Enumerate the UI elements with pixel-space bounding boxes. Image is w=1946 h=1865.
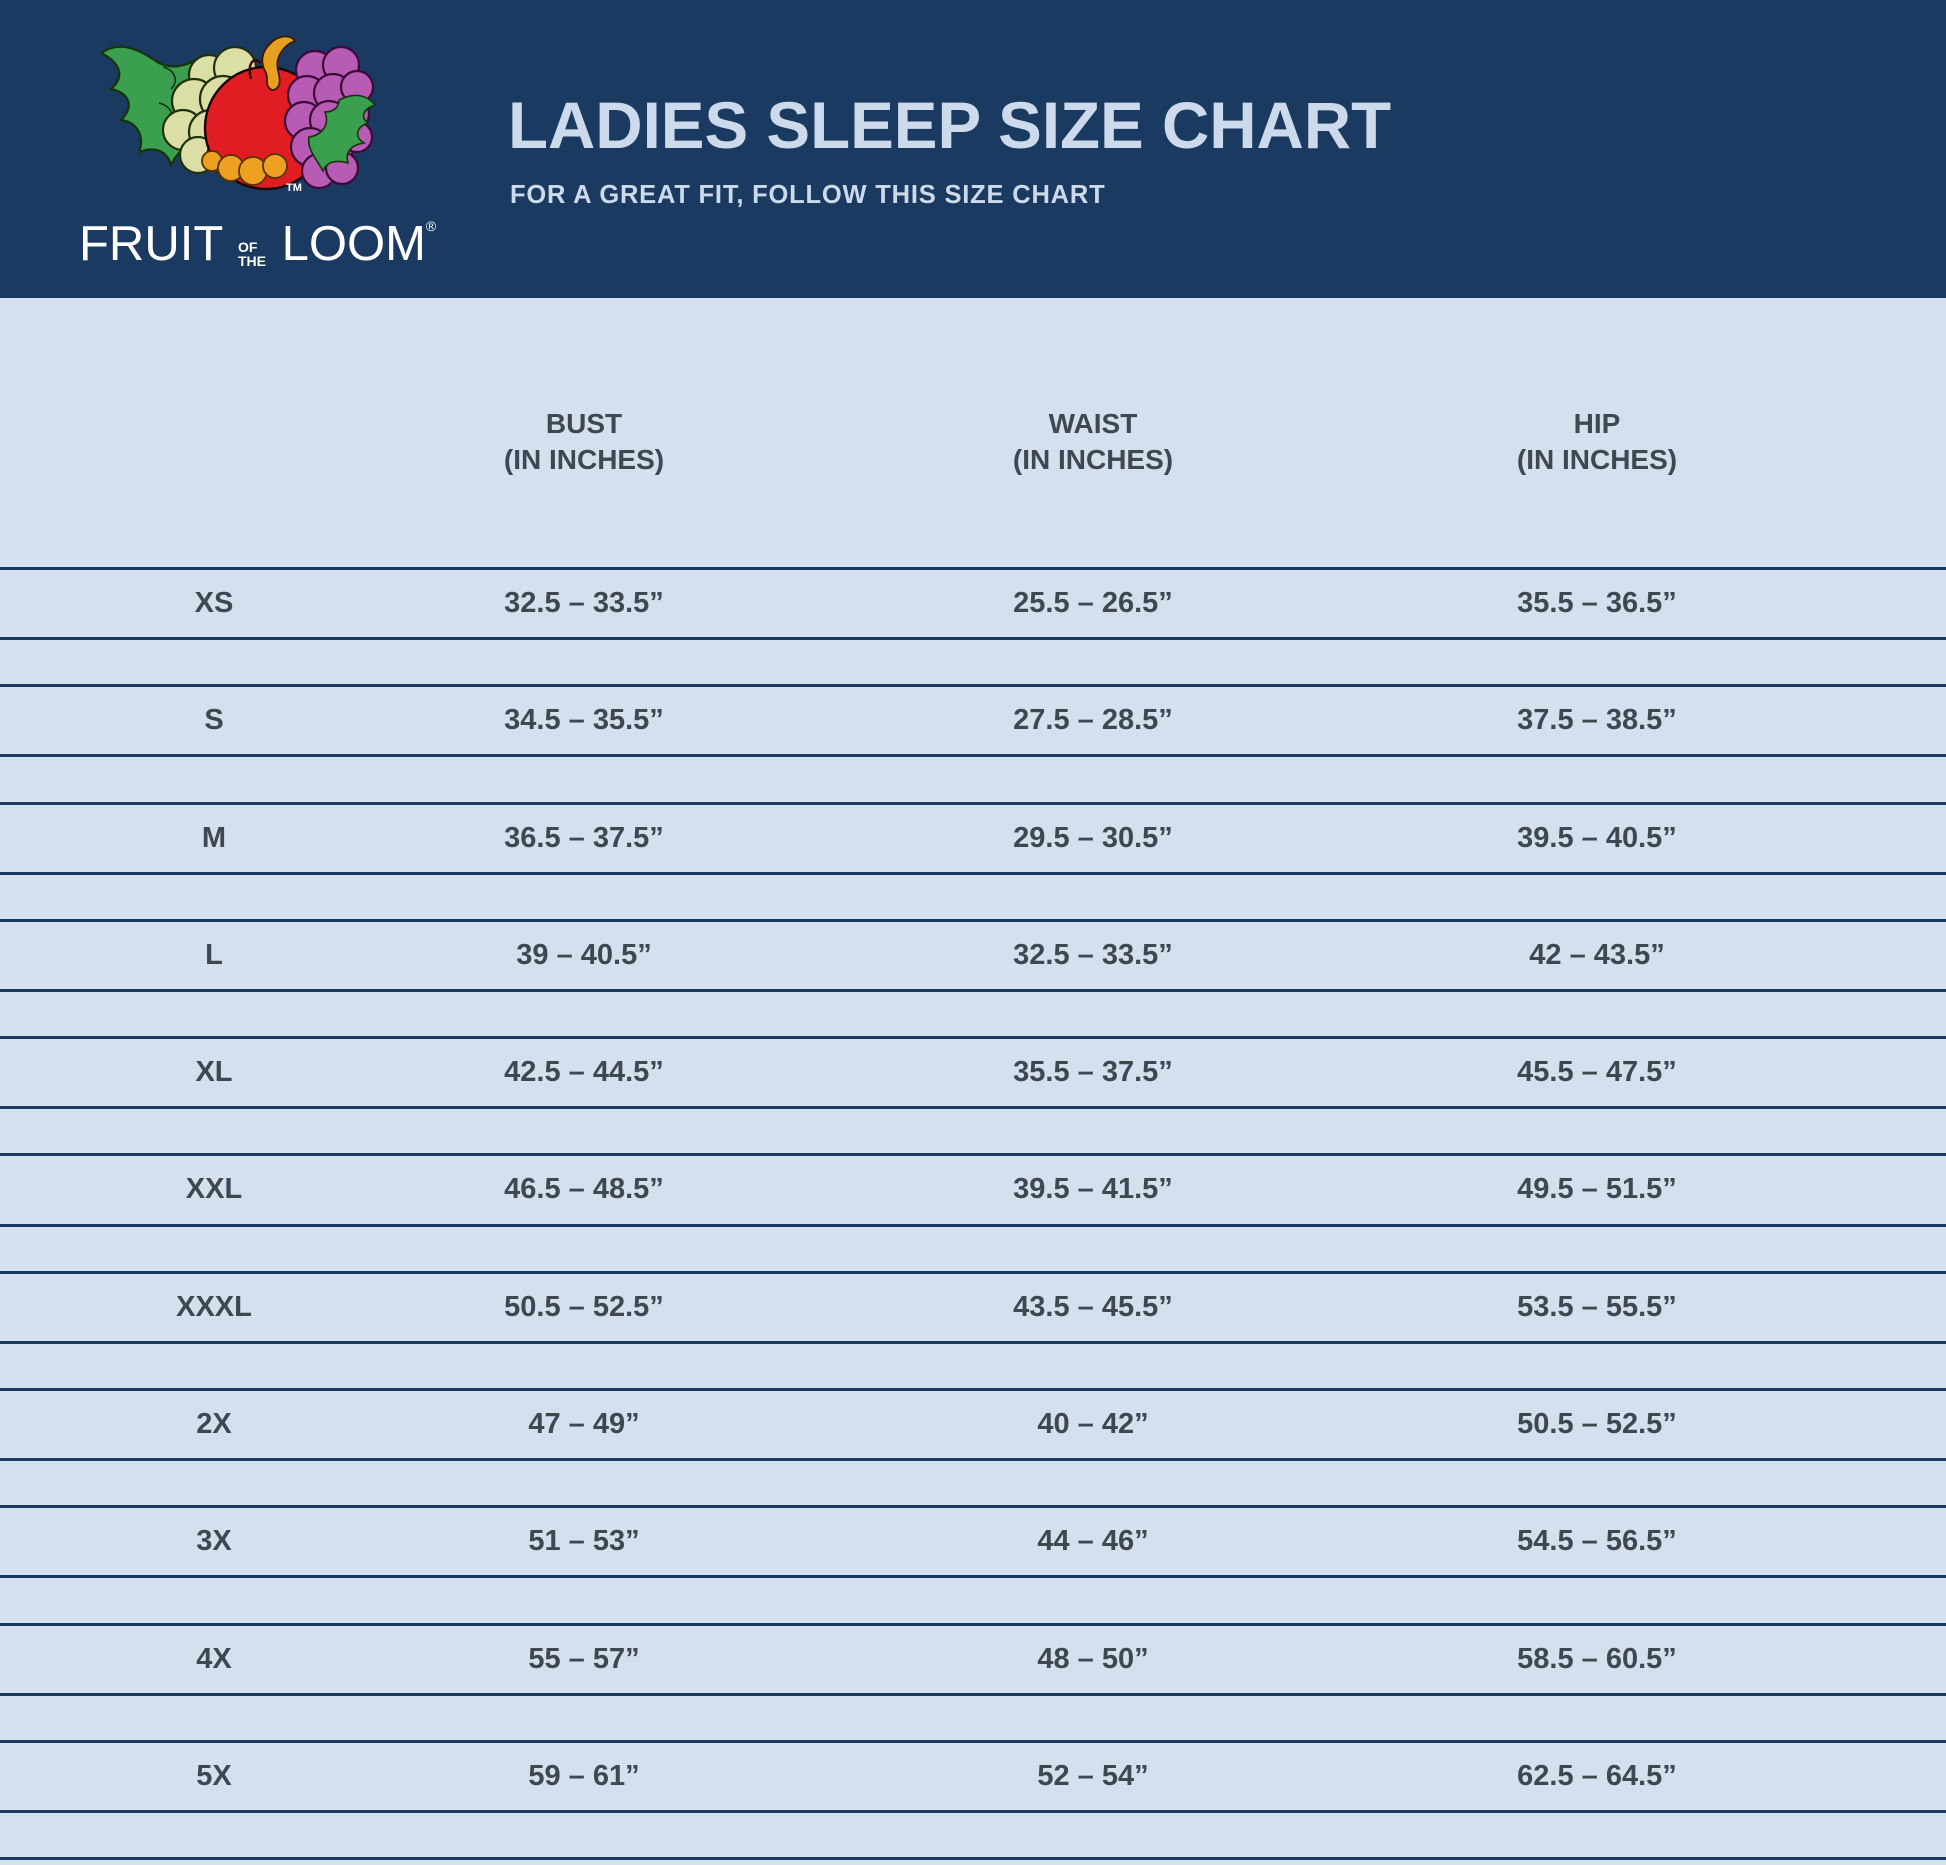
svg-text:TM: TM xyxy=(286,182,302,194)
